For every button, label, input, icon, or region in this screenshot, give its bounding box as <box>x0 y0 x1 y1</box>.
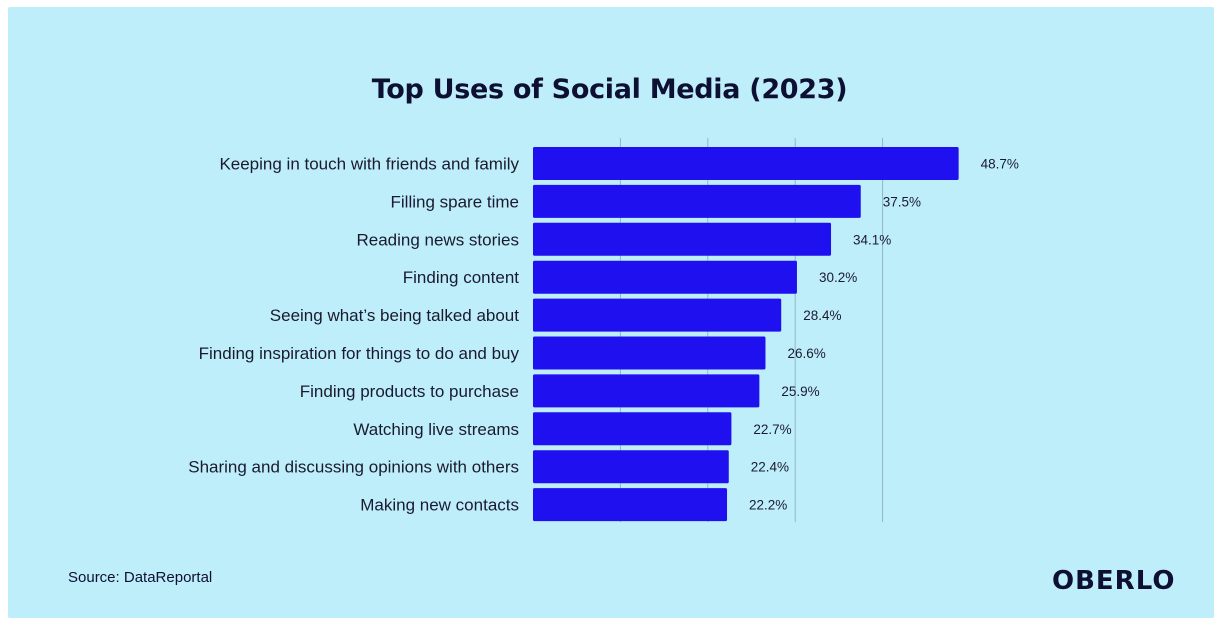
bar <box>533 488 728 522</box>
bar <box>533 298 782 332</box>
value-label: 28.4% <box>803 308 841 323</box>
category-label: Finding inspiration for things to do and… <box>199 344 520 363</box>
category-label: Seeing what’s being talked about <box>270 306 519 325</box>
value-label: 48.7% <box>981 157 1019 172</box>
bar <box>533 260 797 294</box>
value-label: 34.1% <box>853 232 891 247</box>
category-label: Reading news stories <box>356 230 519 249</box>
category-label: Watching live streams <box>353 420 519 439</box>
source-note: Source: DataReportal <box>68 569 213 586</box>
category-label: Sharing and discussing opinions with oth… <box>188 458 519 477</box>
category-label: Making new contacts <box>360 496 519 515</box>
value-labels: 48.7% 37.5% 34.1% 30.2% 28.4% 26.6% 25.9% 22.7%… <box>749 157 1019 513</box>
bar <box>533 222 832 256</box>
value-label: 30.2% <box>819 270 857 285</box>
value-label: 25.9% <box>781 384 819 399</box>
category-labels: Keeping in touch with friends and family… <box>188 155 519 515</box>
oberlo-logo: OBERLO <box>1052 566 1176 596</box>
category-label: Filling spare time <box>391 192 520 211</box>
bar <box>533 412 732 446</box>
bar <box>533 184 861 218</box>
value-label: 37.5% <box>883 194 921 209</box>
category-label: Keeping in touch with friends and family <box>219 155 519 174</box>
category-label: Finding products to purchase <box>300 382 519 401</box>
category-label: Finding content <box>403 268 520 287</box>
bars <box>533 147 959 522</box>
value-label: 22.4% <box>751 460 789 475</box>
chart-title: Top Uses of Social Media (2023) <box>371 74 848 105</box>
bar <box>533 450 729 484</box>
bar <box>533 147 959 180</box>
bar <box>533 336 766 370</box>
bar <box>533 374 760 408</box>
value-label: 22.7% <box>753 422 791 437</box>
value-label: 22.2% <box>749 498 787 513</box>
value-label: 26.6% <box>787 346 825 361</box>
